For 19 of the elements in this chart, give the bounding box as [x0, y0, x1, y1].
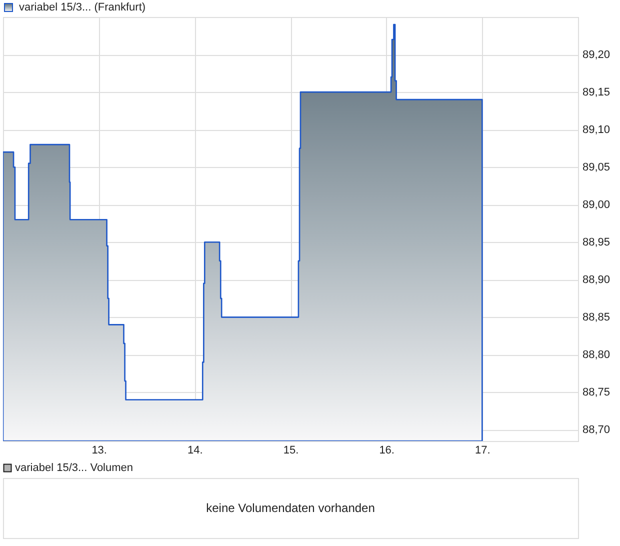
x-tick-label: 13. [92, 444, 107, 456]
y-tick-label: 88,85 [582, 312, 610, 324]
y-tick-label: 89,05 [582, 162, 610, 174]
y-tick-label: 88,80 [582, 349, 610, 362]
legend-label: variabel 15/3... Volumen [15, 462, 134, 474]
x-tick-label: 15. [283, 444, 299, 456]
y-tick-label: 88,95 [582, 236, 610, 249]
y-tick-label: 88,75 [582, 386, 610, 399]
y-tick-label: 89,10 [582, 124, 610, 136]
y-tick-label: 89,15 [582, 86, 610, 99]
y-tick-label: 88,70 [582, 424, 610, 436]
y-tick-label: 88,90 [582, 274, 610, 286]
x-tick-label: 16. [379, 444, 394, 456]
y-tick-label: 89,00 [582, 199, 610, 212]
x-tick-label: 14. [188, 444, 203, 456]
legend-label: variabel 15/3... (Frankfurt) [19, 2, 146, 14]
text: keine Volumendaten vorhanden [206, 501, 375, 515]
y-tick-label: 89,20 [582, 49, 610, 62]
x-tick-label: 17. [475, 444, 490, 456]
